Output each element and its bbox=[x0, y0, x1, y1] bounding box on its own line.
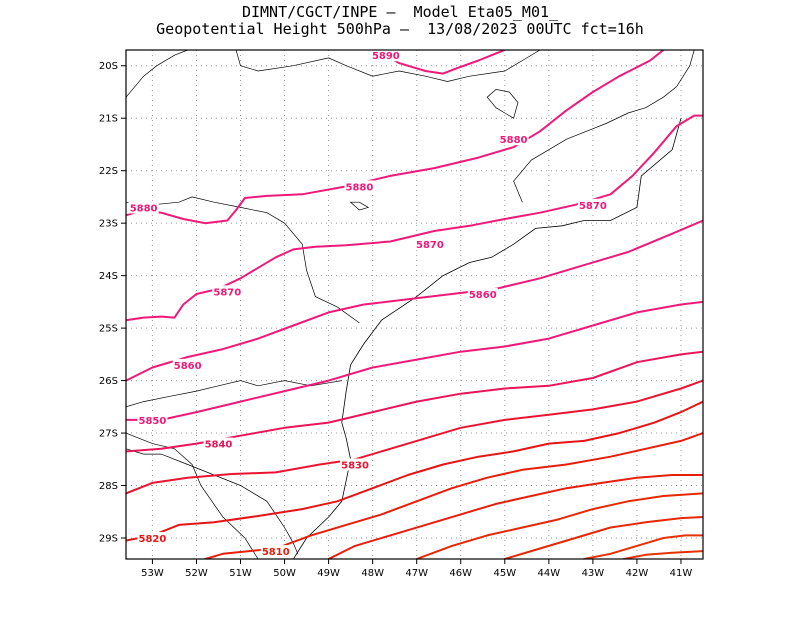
title-line-1: DIMNT/CGCT/INPE – Model Eta05_M01_ bbox=[241, 3, 559, 21]
contour-label-bg bbox=[370, 50, 401, 62]
lat-tick-label: 21S bbox=[99, 114, 118, 125]
contour-line bbox=[126, 300, 703, 421]
lon-tick-label: 49W bbox=[317, 568, 340, 579]
contour-label: 5810 bbox=[262, 547, 290, 558]
lat-tick-label: 20S bbox=[99, 61, 118, 72]
state-border bbox=[126, 196, 360, 324]
lat-tick-label: 27S bbox=[99, 429, 118, 440]
state-border bbox=[513, 50, 695, 203]
lon-tick-label: 43W bbox=[582, 568, 605, 579]
contour-label: 5870 bbox=[416, 240, 444, 251]
contour-line bbox=[126, 50, 665, 225]
state-border bbox=[235, 50, 541, 82]
contour-label-bg bbox=[467, 288, 498, 301]
contour-label: 5850 bbox=[139, 416, 167, 427]
contour-label: 5830 bbox=[341, 461, 369, 472]
lon-tick-label: 42W bbox=[626, 568, 649, 579]
lon-tick-label: 48W bbox=[361, 568, 384, 579]
reservoir-outline bbox=[486, 89, 519, 119]
contour-label-bg bbox=[498, 133, 529, 146]
contour-label-bg bbox=[203, 437, 234, 450]
contour-line bbox=[126, 350, 703, 453]
lat-tick-label: 29S bbox=[99, 534, 118, 545]
contour-line bbox=[204, 432, 703, 559]
plot-frame bbox=[125, 49, 704, 560]
contour-line bbox=[583, 534, 703, 559]
lon-tick-label: 51W bbox=[229, 568, 252, 579]
title-line-2: Geopotential Height 500hPa – 13/08/2023 … bbox=[156, 20, 644, 38]
grid-lines bbox=[126, 50, 703, 559]
contour-label: 5880 bbox=[500, 135, 528, 146]
contour-label: 5840 bbox=[205, 440, 233, 451]
contour-label: 5880 bbox=[130, 203, 158, 214]
contour-line bbox=[327, 474, 703, 559]
lat-tick-label: 25S bbox=[99, 324, 118, 335]
contour-label-bg bbox=[128, 201, 159, 214]
contour-labels: 5890 5880 5880 5880 5870 5870 5870 5860 5860 5850… bbox=[128, 50, 608, 558]
coastline bbox=[293, 118, 682, 559]
contour-label-bg bbox=[260, 545, 291, 558]
lon-tick-label: 52W bbox=[185, 568, 208, 579]
contour-label: 5880 bbox=[346, 182, 374, 193]
lon-tick-label: 45W bbox=[493, 568, 516, 579]
contour-label-bg bbox=[212, 285, 243, 298]
contour-label-bg bbox=[172, 358, 203, 371]
contour-label: 5870 bbox=[579, 201, 607, 212]
lon-tick-label: 47W bbox=[405, 568, 428, 579]
lat-tick-label: 23S bbox=[99, 219, 118, 230]
state-border bbox=[126, 380, 342, 408]
lon-tick-label: 46W bbox=[449, 568, 472, 579]
contour-label-bg bbox=[340, 458, 371, 471]
state-border bbox=[126, 448, 299, 554]
contour-label: 5860 bbox=[469, 290, 497, 301]
map-title: DIMNT/CGCT/INPE – Model Eta05_M01_ Geopo… bbox=[0, 4, 800, 38]
state-border bbox=[126, 432, 259, 559]
lat-tick-label: 26S bbox=[99, 376, 118, 387]
contour-label: 5820 bbox=[139, 534, 167, 545]
contour-lines bbox=[126, 50, 703, 559]
contour-line bbox=[126, 400, 703, 542]
contour-label: 5870 bbox=[213, 287, 241, 298]
reservoir-outline bbox=[349, 201, 370, 211]
contour-label-bg bbox=[137, 413, 168, 426]
contour-line bbox=[126, 219, 703, 382]
contour-line bbox=[126, 379, 703, 495]
lat-tick-label: 28S bbox=[99, 481, 118, 492]
lon-tick-label: 41W bbox=[670, 568, 693, 579]
lat-tick-label: 24S bbox=[99, 271, 118, 282]
contour-label-bg bbox=[344, 180, 375, 193]
lon-tick-label: 44W bbox=[538, 568, 561, 579]
state-border bbox=[126, 50, 188, 98]
contour-line bbox=[415, 492, 703, 559]
lat-tick-label: 22S bbox=[99, 166, 118, 177]
lon-tick-label: 50W bbox=[273, 568, 296, 579]
contour-label-bg bbox=[137, 532, 168, 545]
contour-line bbox=[503, 516, 703, 559]
contour-line bbox=[376, 50, 506, 75]
contour-line bbox=[622, 550, 703, 559]
contour-label-bg bbox=[577, 198, 608, 211]
contour-line bbox=[126, 114, 703, 322]
axis-ticks: 53W 52W 51W 50W 49W 48W 47W 46W 45W 44W 43W 42W 41W 2… bbox=[99, 61, 692, 579]
lon-tick-label: 53W bbox=[141, 568, 164, 579]
contour-label: 5860 bbox=[174, 361, 202, 372]
contour-label-bg bbox=[414, 238, 445, 251]
contour-label: 5890 bbox=[372, 51, 400, 62]
geography bbox=[126, 50, 695, 559]
